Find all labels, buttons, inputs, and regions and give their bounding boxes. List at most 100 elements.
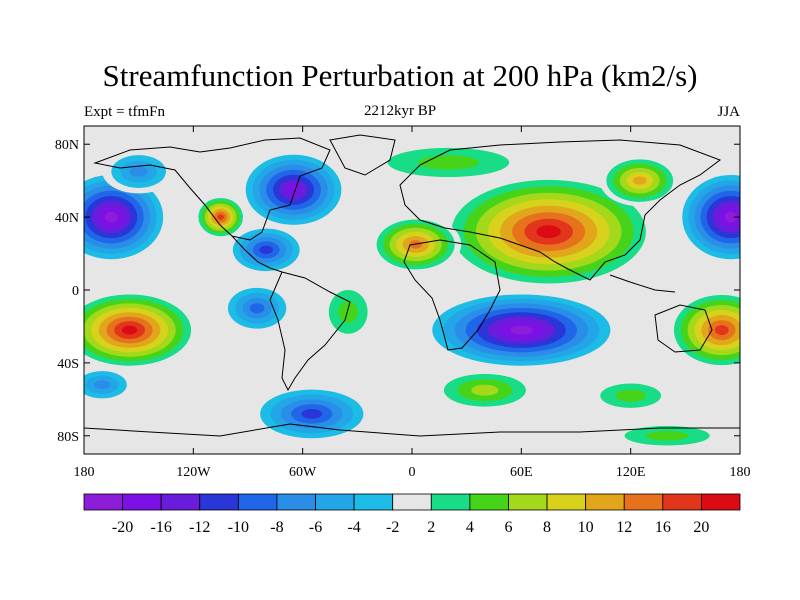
contour-level-10 (615, 389, 646, 402)
colorbar-box (83, 493, 123, 511)
australia-outline (654, 304, 713, 353)
y-tick-label: 40N (55, 211, 79, 226)
eurasia-outline (399, 139, 722, 281)
colorbar-label: -10 (228, 519, 249, 536)
contour-level-15 (217, 214, 224, 220)
colorbar-label: 4 (466, 519, 474, 536)
greenland-outline (329, 134, 396, 176)
y-tick-label: 40S (57, 357, 79, 372)
central-america-outline (231, 235, 283, 273)
contour-level-5 (129, 166, 148, 178)
continent-outlines (84, 134, 740, 437)
contour-level-4 (249, 303, 265, 314)
x-tick-label: 120E (616, 465, 646, 480)
colorbar-label: 8 (543, 519, 551, 536)
colorbar-box (546, 493, 587, 511)
contour-level-0 (724, 211, 737, 223)
contour-level-3 (259, 245, 273, 255)
anomaly-s-indian-pos2 (585, 377, 677, 414)
x-tick-label: 60W (289, 465, 317, 480)
anomaly-south-atlantic-pos (319, 279, 378, 345)
x-tick-label: 180 (74, 465, 95, 480)
colorbar-boxes (83, 493, 741, 511)
anomaly-antarctic-pos (603, 421, 731, 451)
north-america-outline (93, 137, 331, 241)
y-axis: 80N 40N 0 40S 80S (55, 138, 740, 445)
maritime-continent-outline (609, 274, 676, 293)
antarctica-outline (84, 423, 740, 437)
colorbar-box (585, 493, 625, 511)
colorbar-box (469, 493, 509, 511)
colorbar-box (199, 493, 239, 511)
colorbar-label: -4 (347, 519, 360, 536)
y-tick-label: 0 (72, 284, 79, 299)
colorbar-labels: -20 -16 -12 -10 -8 -6 -4 -2 2 4 6 8 10 12 16 20 (112, 519, 709, 536)
anomaly-indian-ocean-low (421, 290, 622, 371)
colorbar-box (315, 493, 355, 511)
map-title: Streamfunction Perturbation at 200 hPa (… (102, 58, 698, 93)
contour-level-10 (338, 300, 358, 323)
colorbar-label: -20 (112, 519, 133, 536)
contour-level-15 (714, 325, 729, 336)
contour-level-11 (471, 384, 499, 396)
colorbar-box (701, 493, 741, 511)
colorbar-box (276, 493, 316, 511)
contour-level-1 (286, 184, 301, 195)
anomaly-canada-low (238, 149, 349, 230)
anomaly-n-pacific-low-east (676, 169, 740, 265)
anomaly-s-atlantic-low (220, 282, 294, 334)
x-tick-label: 120W (176, 465, 211, 480)
colorbar-label: 12 (616, 519, 632, 536)
experiment-label: Expt = tfmFn (84, 104, 165, 120)
colorbar-label: -6 (309, 519, 322, 536)
colorbar-label: -16 (151, 519, 172, 536)
y-tick-label: 80S (57, 430, 79, 445)
time-label: 2212kyr BP (363, 103, 437, 119)
colorbar-label: 20 (693, 519, 709, 536)
anomaly-s-pacific-high (84, 290, 199, 371)
anomaly-ne-pacific-low (102, 149, 176, 194)
colorbar-box (623, 493, 664, 511)
colorbar-box (160, 493, 201, 511)
anomaly-asia-high (439, 173, 658, 290)
anomaly-sw-pacific-low (84, 366, 136, 403)
colorbar-box (508, 493, 548, 511)
season-label: JJA (717, 104, 740, 120)
anomaly-caribbean-low (226, 224, 307, 276)
contour-level-13 (633, 176, 647, 185)
colorbar-box (353, 493, 394, 511)
colorbar-box (237, 493, 278, 511)
colorbar-box (392, 493, 432, 511)
x-tick-label: 60E (510, 465, 533, 480)
x-tick-label: 180 (730, 465, 751, 480)
colorbar-box (122, 493, 162, 511)
contour-level-0 (104, 211, 118, 223)
colorbar-label: 16 (655, 519, 671, 536)
colorbar-label: 6 (504, 519, 512, 536)
south-america-outline (269, 271, 351, 392)
contour-level-16 (121, 325, 138, 335)
colorbar-box (430, 493, 471, 511)
x-tick-label: 0 (409, 465, 416, 480)
contour-level-5 (94, 380, 111, 390)
contour-level-0 (510, 325, 533, 335)
anomaly-n-pacific-east-high (195, 195, 247, 239)
colorbar-label: 2 (427, 519, 435, 536)
contour-field (84, 140, 740, 451)
y-tick-label: 80N (55, 138, 79, 153)
anomaly-s-indian-pos (430, 368, 540, 413)
anomaly-n-pacific-low (84, 169, 170, 265)
anomaly-sw-pacific-high (667, 290, 740, 371)
x-axis: 180 120W 60W 0 60E 120E 180 (74, 126, 751, 480)
colorbar-label: -12 (189, 519, 210, 536)
africa-outline (403, 239, 501, 351)
colorbar-label: -2 (386, 519, 399, 536)
colorbar-box (662, 493, 702, 511)
anomaly-southern-ocean-low (249, 384, 374, 444)
anomaly-siberia-high (599, 155, 680, 207)
colorbar-label: 10 (578, 519, 594, 536)
contour-level-3 (301, 409, 323, 419)
contour-level-16 (536, 225, 561, 239)
